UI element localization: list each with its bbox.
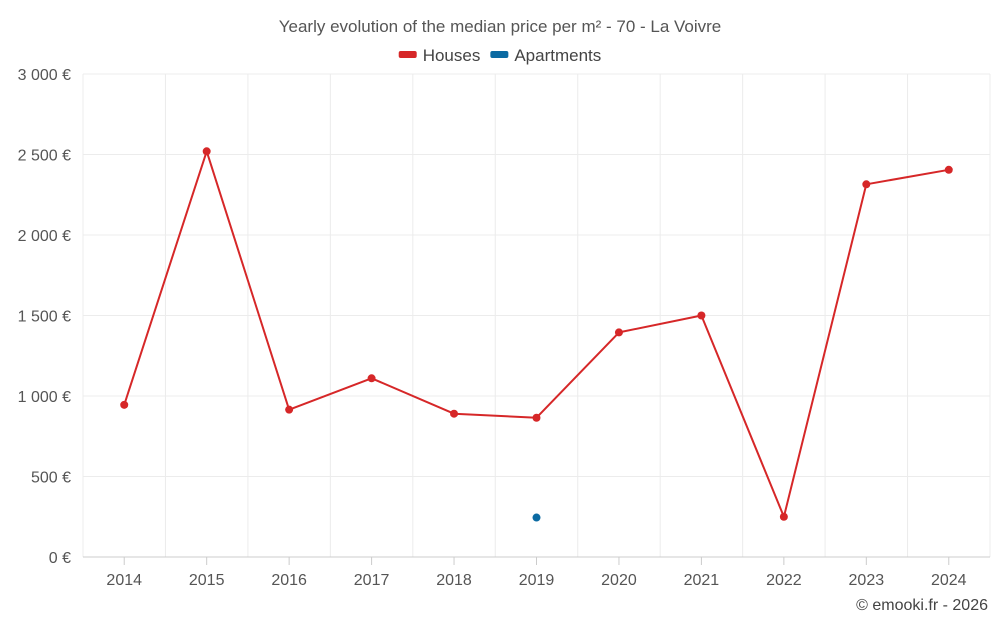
- x-tick-label: 2015: [189, 572, 225, 589]
- data-point-houses-2019: [532, 413, 541, 422]
- credit-text: © emooki.fr - 2026: [856, 597, 988, 614]
- series-layer: [120, 147, 953, 522]
- x-tick-label: 2018: [436, 572, 472, 589]
- x-axis: 2014 2015 2016 2017 2018 2019 2020 2021 2022 2023…: [83, 556, 990, 589]
- legend-swatch: [398, 51, 417, 58]
- data-point-apartments-2019: [532, 513, 541, 522]
- legend-swatch: [490, 51, 509, 58]
- legend: Houses Apartments: [398, 46, 601, 65]
- x-tick-label: 2019: [519, 572, 555, 589]
- x-tick-label: 2023: [849, 572, 885, 589]
- data-point-houses-2018: [450, 409, 459, 418]
- grid: [82, 73, 991, 558]
- data-point-houses-2021: [697, 311, 706, 320]
- y-tick-label: 1 000 €: [18, 389, 71, 406]
- x-tick-label: 2022: [766, 572, 802, 589]
- y-tick-label: 3 000 €: [18, 67, 71, 84]
- legend-label: Houses: [423, 46, 481, 65]
- x-tick-label: 2017: [354, 572, 390, 589]
- data-point-houses-2020: [614, 328, 623, 337]
- x-tick-label: 2016: [271, 572, 307, 589]
- data-point-houses-2014: [120, 400, 129, 409]
- y-tick-label: 500 €: [31, 470, 71, 487]
- y-axis: 0 € 500 € 1 000 € 1 500 € 2 000 € 2 500 € 3 00…: [18, 67, 71, 567]
- y-tick-label: 2 500 €: [18, 148, 71, 165]
- chart-title: Yearly evolution of the median price per…: [279, 17, 722, 36]
- data-point-houses-2023: [862, 180, 871, 189]
- legend-item-apartments: Apartments: [490, 46, 601, 65]
- y-tick-label: 1 500 €: [18, 309, 71, 326]
- data-point-houses-2024: [944, 165, 953, 174]
- y-tick-label: 2 000 €: [18, 228, 71, 245]
- x-tick-label: 2021: [684, 572, 720, 589]
- x-tick-label: 2024: [931, 572, 967, 589]
- legend-item-houses: Houses: [398, 46, 481, 65]
- x-tick-label: 2020: [601, 572, 637, 589]
- y-tick-label: 0 €: [49, 550, 71, 567]
- data-point-houses-2022: [779, 512, 788, 521]
- legend-label: Apartments: [514, 46, 601, 65]
- x-tick-label: 2014: [106, 572, 142, 589]
- data-point-houses-2016: [285, 405, 294, 414]
- data-point-houses-2015: [202, 147, 211, 156]
- data-point-houses-2017: [367, 374, 376, 383]
